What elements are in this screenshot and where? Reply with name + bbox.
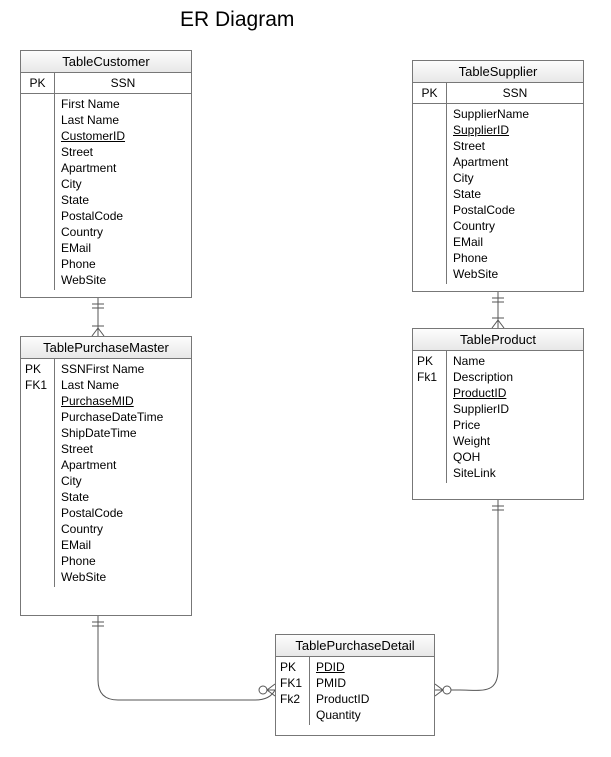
entity-body: PKFk1NameDescriptionProductIDSupplierIDP… [413,351,583,483]
entity-product: TableProductPKPKFk1NameDescriptionProduc… [412,328,584,500]
key-header: PK [413,83,447,103]
fields-column: NameDescriptionProductIDSupplierIDPriceW… [447,351,583,483]
field-label: Phone [453,250,577,266]
key-label: Fk2 [280,691,305,707]
field-label: State [61,192,185,208]
field-label: Street [453,138,577,154]
main-header: SSN [447,83,583,103]
entity-purchasedetail: TablePurchaseDetailPKFK1Fk2PDIDPMIDProdu… [275,634,435,736]
field-label: PostalCode [453,202,577,218]
key-label: PK [417,353,442,369]
field-label: State [61,489,185,505]
field-label: State [453,186,577,202]
field-label: PostalCode [61,505,185,521]
field-label: ProductID [453,385,577,401]
key-label: FK1 [280,675,305,691]
entity-title: TableCustomer [21,51,191,73]
field-label: PMID [316,675,428,691]
field-label: Country [61,224,185,240]
main-header: SSN [55,73,191,93]
field-label: QOH [453,449,577,465]
field-label: WebSite [61,569,185,585]
fields-column: First NameLast NameCustomerIDStreetApart… [55,94,191,290]
key-label: PK [25,361,50,377]
field-label: Price [453,417,577,433]
key-column: PKFk1 [413,351,447,483]
field-label: SupplierID [453,122,577,138]
field-label: PDID [316,659,428,675]
field-label: Apartment [453,154,577,170]
entity-title: TableSupplier [413,61,583,83]
entity-title: TablePurchaseDetail [276,635,434,657]
field-label: EMail [453,234,577,250]
entity-title: TablePurchaseMaster [21,337,191,359]
fields-column: SSNFirst NameLast NamePurchaseMIDPurchas… [55,359,191,587]
fields-column: PDIDPMIDProductIDQuantity [310,657,434,725]
entity-body: PKFK1Fk2PDIDPMIDProductIDQuantity [276,657,434,725]
field-label: PostalCode [61,208,185,224]
field-label: Phone [61,256,185,272]
entity-purchasemaster: TablePurchaseMasterPKPKFK1SSNFirst NameL… [20,336,192,616]
field-label: SupplierID [453,401,577,417]
field-label: ProductID [316,691,428,707]
field-label: Apartment [61,457,185,473]
field-label: CustomerID [61,128,185,144]
entity-subheader: PKSSN [413,83,583,104]
field-label: Quantity [316,707,428,723]
field-label: WebSite [61,272,185,288]
key-column: PKFK1Fk2 [276,657,310,725]
field-label: Apartment [61,160,185,176]
field-label: Street [61,144,185,160]
field-label: Street [61,441,185,457]
key-column: PKFK1 [21,359,55,587]
key-label: FK1 [25,377,50,393]
fields-column: SupplierNameSupplierIDStreetApartmentCit… [447,104,583,284]
entity-title: TableProduct [413,329,583,351]
field-label: City [61,473,185,489]
entity-customer: TableCustomerPKSSNFirst NameLast NameCus… [20,50,192,298]
field-label: Last Name [61,377,185,393]
field-label: Weight [453,433,577,449]
field-label: WebSite [453,266,577,282]
field-label: EMail [61,537,185,553]
entity-body: SupplierNameSupplierIDStreetApartmentCit… [413,104,583,284]
key-column [21,94,55,290]
diagram-title: ER Diagram [180,8,294,32]
field-label: Country [61,521,185,537]
key-label: PK [280,659,305,675]
key-header: PK [21,73,55,93]
entity-body: First NameLast NameCustomerIDStreetApart… [21,94,191,290]
field-label: Country [453,218,577,234]
field-label: City [61,176,185,192]
field-label: First Name [61,96,185,112]
field-label: PurchaseMID [61,393,185,409]
key-column [413,104,447,284]
key-label: Fk1 [417,369,442,385]
field-label: SiteLink [453,465,577,481]
field-label: SupplierName [453,106,577,122]
entity-supplier: TableSupplierPKSSNSupplierNameSupplierID… [412,60,584,292]
entity-subheader: PKSSN [21,73,191,94]
entity-body: PKFK1SSNFirst NameLast NamePurchaseMIDPu… [21,359,191,587]
field-label: ShipDateTime [61,425,185,441]
field-label: Phone [61,553,185,569]
field-label: Name [453,353,577,369]
field-label: PurchaseDateTime [61,409,185,425]
field-label: EMail [61,240,185,256]
field-label: SSNFirst Name [61,361,185,377]
field-label: Description [453,369,577,385]
field-label: Last Name [61,112,185,128]
field-label: City [453,170,577,186]
